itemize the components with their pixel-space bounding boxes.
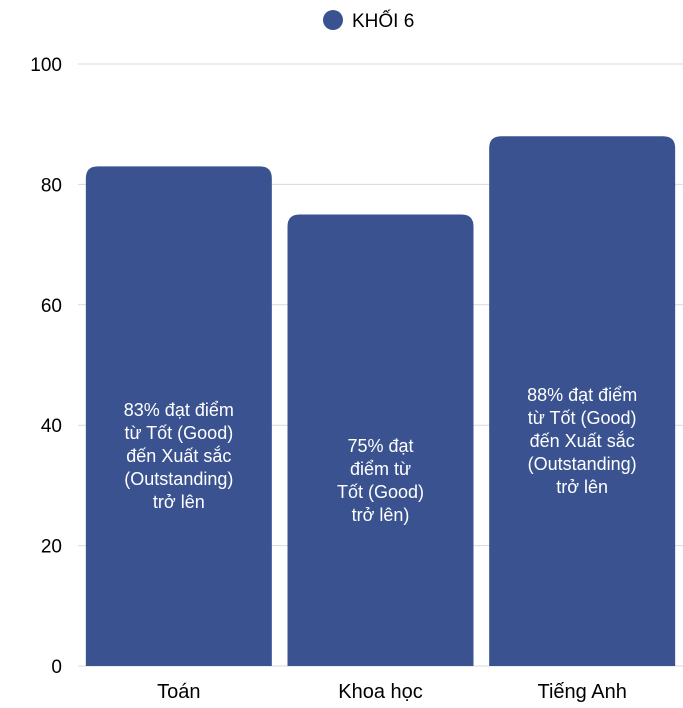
bar [287, 214, 474, 666]
legend-label: KHỐI 6 [352, 10, 414, 32]
x-axis-ticks: Toán Khoa học Tiếng Anh [157, 681, 627, 703]
bar-label-line: điểm từ [350, 459, 411, 479]
bar-label-line: trở lên [153, 492, 205, 512]
bar-label-line: 83% đạt điểm [124, 400, 234, 420]
y-tick-label: 100 [30, 55, 62, 76]
bar [489, 136, 676, 667]
x-tick-label: Tiếng Anh [538, 681, 627, 703]
bar-label-line: 75% đạt [347, 436, 413, 456]
bar-label-line: đến Xuất sắc [530, 430, 635, 451]
y-tick-label: 20 [41, 537, 62, 558]
bar-label-line: trở lên) [352, 505, 410, 525]
bar-label-line: từ Tốt (Good) [124, 423, 233, 443]
legend-marker [323, 10, 343, 30]
bar-label-line: (Outstanding) [124, 469, 233, 489]
y-tick-label: 80 [41, 175, 62, 196]
bar-label-line: (Outstanding) [528, 454, 637, 474]
y-tick-label: 0 [51, 657, 62, 678]
x-tick-label: Khoa học [338, 681, 423, 703]
bar-label-line: 88% đạt điểm [527, 385, 637, 405]
x-tick-label: Toán [157, 681, 200, 703]
bars [85, 136, 676, 667]
bar-label-line: trở lên [556, 477, 608, 497]
bar [85, 166, 272, 666]
bar-label-line: từ Tốt (Good) [528, 408, 637, 428]
bar-label-line: Tốt (Good) [337, 482, 424, 502]
y-tick-label: 60 [41, 296, 62, 317]
legend: KHỐI 6 [323, 10, 414, 32]
bar-label-line: đến Xuất sắc [126, 445, 231, 466]
y-tick-label: 40 [41, 416, 62, 437]
y-axis-ticks: 0 20 40 60 80 100 [30, 55, 62, 678]
